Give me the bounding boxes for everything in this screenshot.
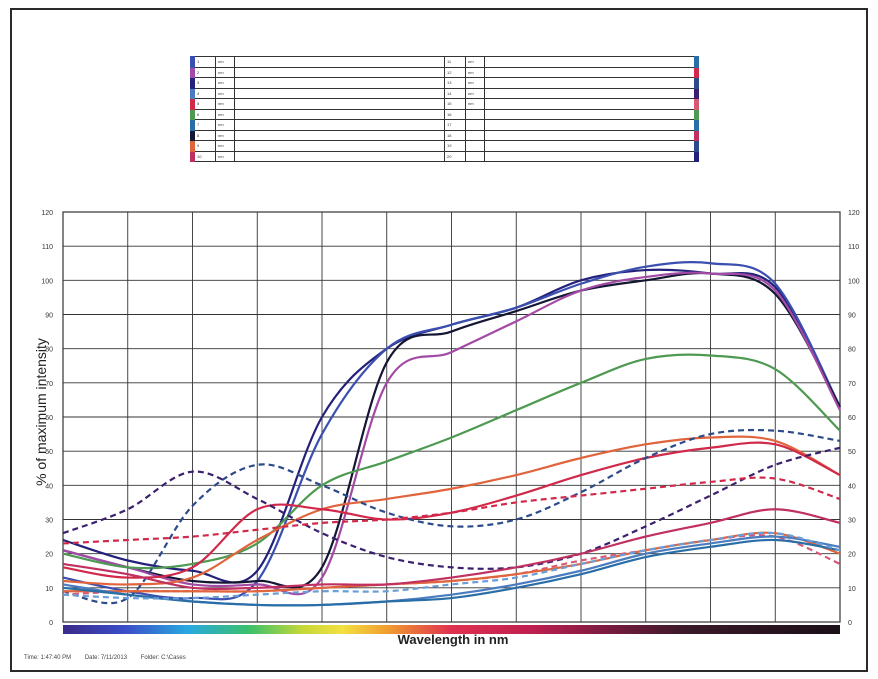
y-tick-label-right: 110 [848, 244, 859, 251]
legend-cell [484, 129, 699, 141]
y-tick-label-left: 70 [45, 381, 53, 388]
y-tick-label-left: 50 [45, 449, 53, 456]
legend-row: 7 nm 17 [190, 119, 699, 131]
footer-time: Time: 1:47:40 PM [24, 655, 72, 661]
series-line-4 [62, 271, 841, 596]
y-tick-label-left: 120 [41, 210, 53, 217]
y-tick-label-left: 110 [42, 244, 53, 251]
y-tick-label-right: 90 [848, 313, 856, 320]
y-tick-label-left: 90 [45, 313, 53, 320]
legend-cell [484, 150, 699, 162]
series-line-16 [62, 531, 841, 600]
spectrum-gradient [63, 625, 840, 634]
y-tick-label-right: 120 [848, 210, 860, 217]
y-tick-label-right: 60 [848, 415, 856, 422]
y-axis-label: % of maximum intensity [33, 338, 49, 486]
legend-cell [484, 119, 699, 131]
y-tick-label-left: 20 [45, 552, 53, 559]
spectrum-bar [63, 625, 840, 634]
series-line-13 [62, 508, 841, 591]
y-tick-label-right: 40 [848, 483, 856, 490]
tick-labels: 0 0 10 10 20 20 30 30 40 40 50 50 60 60 70 70 80 80 90 90 10… [41, 210, 859, 627]
y-tick-label-right: 80 [848, 347, 856, 354]
y-tick-label-left: 60 [45, 415, 53, 422]
series-line-5 [62, 353, 841, 570]
y-tick-label-right: 100 [848, 278, 860, 285]
legend-row: 9 nm 19 [190, 140, 699, 152]
legend-row: 10 nm 20 [190, 150, 699, 162]
y-tick-label-right: 70 [848, 381, 856, 388]
y-tick-label-right: 10 [848, 586, 856, 593]
legend-table: 1 nm 11 nm 2 nm 12 nm 3 nm 13 nm 4 nm 14 nm 5 nm 15 nm 6 nm 16… [190, 56, 699, 162]
series-line-7 [62, 441, 841, 579]
series-line-15 [62, 538, 841, 607]
x-axis-label: Wavelength in nm [398, 632, 509, 647]
footer: Time: 1:47:40 PM Date: 7/11/2013 Folder:… [24, 655, 198, 661]
y-tick-label-left: 80 [45, 347, 53, 354]
y-tick-label-right: 30 [848, 518, 856, 525]
series-line-8 [62, 428, 841, 605]
y-tick-label-left: 30 [45, 518, 53, 525]
series-line-6 [62, 435, 841, 586]
legend-row: 8 nm 18 [190, 129, 699, 141]
y-tick-label-left: 10 [45, 586, 53, 593]
y-tick-label-left: 0 [49, 620, 53, 627]
y-tick-label-left: 100 [41, 278, 53, 285]
y-tick-label-right: 0 [848, 620, 852, 627]
footer-folder: Folder: C:\Cases [140, 655, 186, 661]
y-tick-label-right: 50 [848, 449, 856, 456]
y-tick-label-right: 20 [848, 552, 856, 559]
legend-cell [484, 140, 699, 152]
series-group [62, 261, 841, 607]
footer-date: Date: 7/11/2013 [84, 655, 128, 661]
series-line-9 [62, 446, 841, 570]
series-line-10 [62, 476, 841, 545]
y-tick-label-left: 40 [45, 483, 53, 490]
page-frame: 1 nm 11 nm 2 nm 12 nm 3 nm 13 nm 4 nm 14 nm 5 nm 15 nm 6 nm 16… [10, 8, 868, 672]
